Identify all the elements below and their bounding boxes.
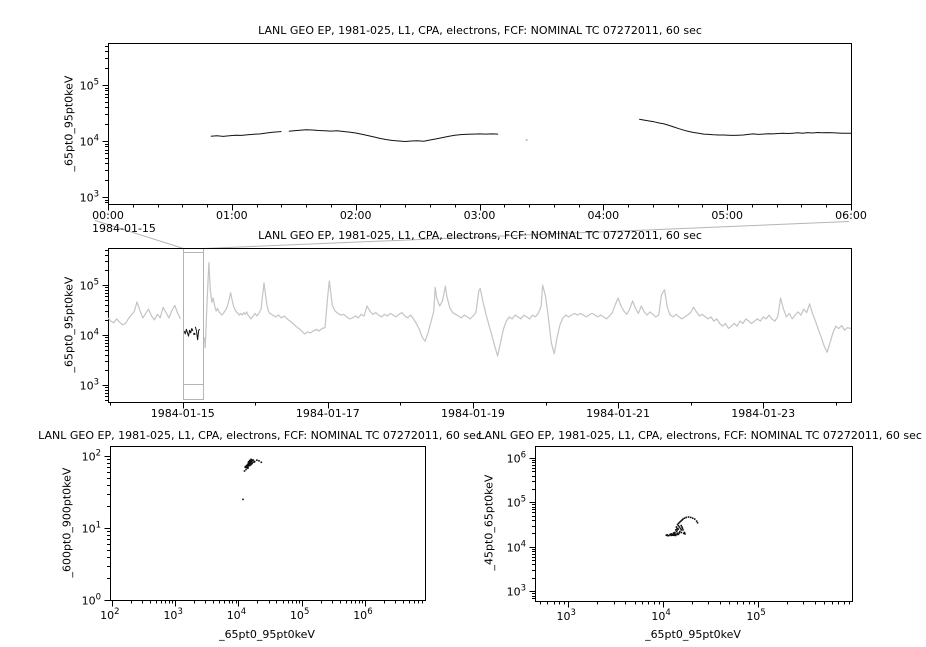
overview-plot-title: LANL GEO EP, 1981-025, L1, CPA, electron… [258, 229, 702, 242]
overview-timeseries-series-selected-black-2 [194, 326, 201, 341]
x-tick-label: 1984-01-15 [151, 407, 215, 420]
top-plot-ylabel: _65pt0_95pt0keV [62, 75, 76, 172]
x-tick-label: 05:00 [711, 209, 743, 222]
scatter-600-900-points [242, 458, 263, 501]
x-tick-label: 1984-01-23 [731, 407, 795, 420]
zoom-timeseries-series-segment-1 [210, 131, 282, 137]
scatter-45-65-points [665, 516, 699, 537]
zoom-timeseries-stray-point [525, 139, 528, 141]
zoom-timeseries-frame [102, 43, 852, 211]
y-tick-label: 103 [507, 584, 526, 599]
scatter-right-title: LANL GEO EP, 1981-025, L1, CPA, electron… [478, 429, 922, 442]
x-tick-label: 1984-01-17 [296, 407, 360, 420]
y-tick-label: 101 [82, 521, 101, 536]
y-tick-label: 104 [80, 328, 99, 343]
overview-timeseries-frame [102, 248, 852, 409]
x-tick-label: 105 [746, 608, 765, 623]
overview-timeseries-series-gray-before-selection [107, 301, 182, 326]
scatter-45-65-tick-labels: 103 104 105 106 103 104 105 [507, 451, 766, 624]
y-tick-label: 100 [82, 593, 101, 608]
selection-box[interactable] [183, 248, 204, 400]
zoom-timeseries-series-segment-3 [639, 118, 852, 136]
scatter-right-ylabel: _45pt0_65pt0keV [482, 474, 496, 571]
overview-timeseries-stray-point [193, 332, 196, 335]
overview-timeseries-tick-labels: 103 104 105 1984-01-15 1984-01-17 1984-01-19 1… [80, 278, 796, 421]
scatter-right-xlabel: _65pt0_95pt0keV [645, 628, 741, 641]
x-tick-label: 1984-01-19 [441, 407, 505, 420]
x-tick-label: 04:00 [587, 209, 619, 222]
x-tick-label: 00:00 [92, 209, 124, 222]
top-plot-title: LANL GEO EP, 1981-025, L1, CPA, electron… [258, 24, 702, 37]
overview-timeseries-series-selected-black-1 [183, 328, 194, 337]
y-tick-label: 103 [80, 378, 99, 393]
x-tick-label: 103 [163, 607, 182, 622]
x-tick-label: 06:00 [835, 209, 867, 222]
x-tick-label: 02:00 [340, 209, 372, 222]
y-tick-label: 106 [507, 451, 526, 466]
zoom-connector-lines [94, 220, 850, 249]
x-tick-label: 1984-01-21 [586, 407, 650, 420]
scatter-left-ylabel: _600pt0_900pt0keV [60, 467, 74, 578]
scatter-45-65-frame [529, 446, 853, 608]
scatter-600-900-frame [104, 446, 426, 607]
x-tick-label: 103 [557, 608, 576, 623]
x-tick-label: 102 [100, 607, 119, 622]
x-tick-label: 03:00 [464, 209, 496, 222]
scatter-left-title: LANL GEO EP, 1981-025, L1, CPA, electron… [38, 429, 482, 442]
x-tick-label: 105 [290, 607, 309, 622]
x-tick-label: 106 [353, 607, 372, 622]
overview-plot-ylabel: _65pt0_95pt0keV [62, 276, 76, 373]
top-plot-date-label: 1984-01-15 [92, 222, 156, 235]
y-tick-label: 105 [80, 78, 99, 93]
scatter-600-900-tick-labels: 100 101 102 102 103 104 105 106 [82, 449, 373, 623]
scatter-left-xlabel: _65pt0_95pt0keV [219, 628, 315, 641]
zoom-timeseries-series-segment-2 [288, 129, 499, 142]
x-tick-label: 01:00 [216, 209, 248, 222]
x-tick-label: 104 [227, 607, 246, 622]
zoom-timeseries-tick-labels: 103 104 105 00:00 01:00 02:00 03:00 04:00 05:00 0… [80, 78, 867, 223]
x-tick-label: 104 [651, 608, 670, 623]
y-tick-label: 104 [80, 134, 99, 149]
y-tick-label: 105 [507, 495, 526, 510]
y-tick-label: 105 [80, 278, 99, 293]
overview-timeseries-series-gray-after-selection [203, 262, 852, 357]
y-tick-label: 102 [82, 449, 101, 464]
y-tick-label: 103 [80, 190, 99, 205]
y-tick-label: 104 [507, 540, 526, 555]
